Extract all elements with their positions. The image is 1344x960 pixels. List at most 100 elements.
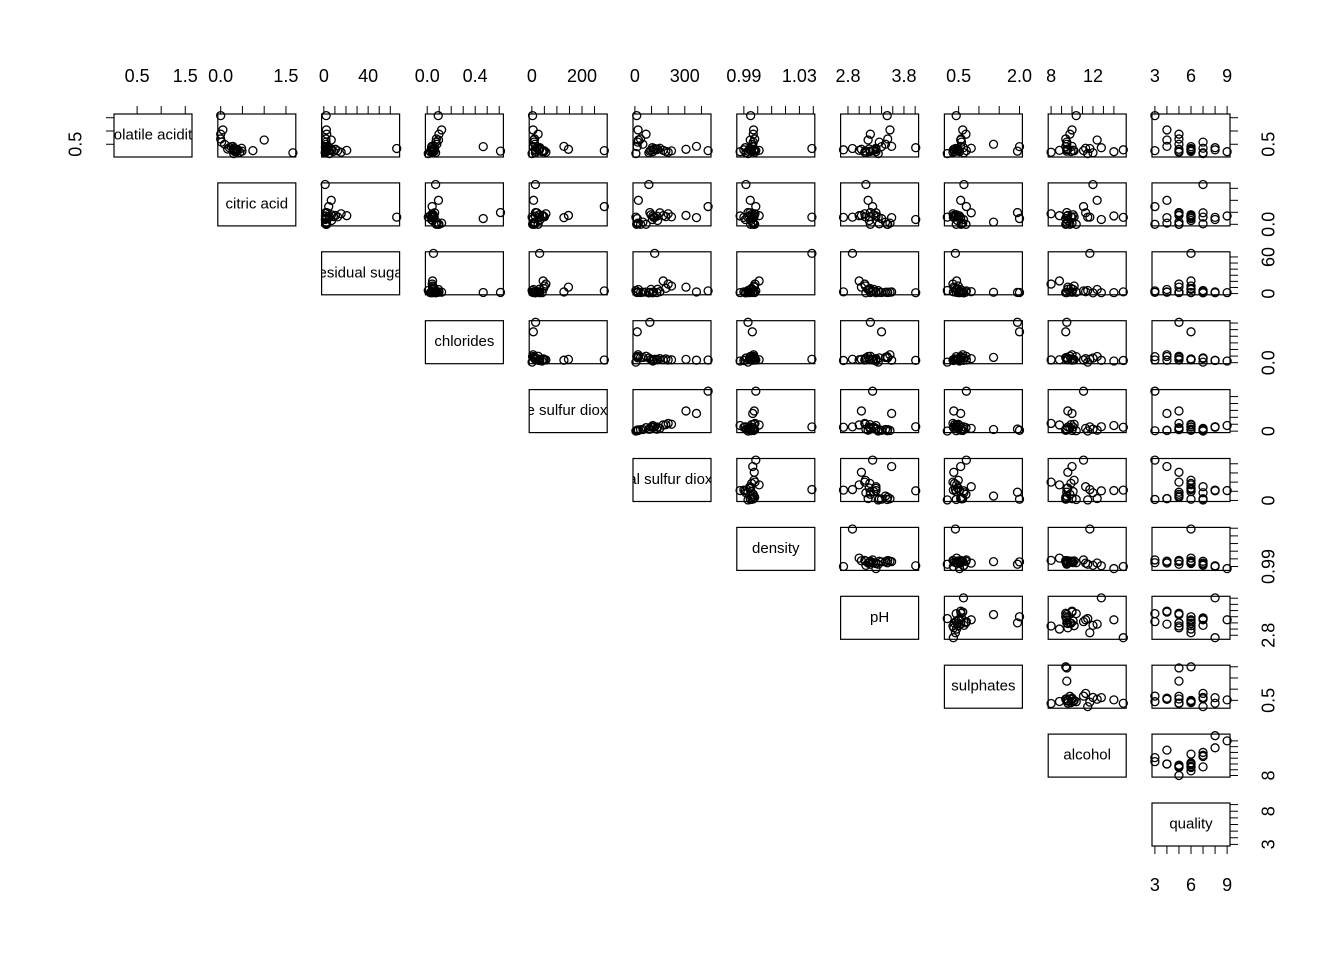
point xyxy=(1186,327,1196,337)
point xyxy=(655,353,665,364)
point xyxy=(663,418,673,429)
point xyxy=(321,218,332,228)
point xyxy=(1186,212,1196,222)
point xyxy=(743,495,753,505)
point xyxy=(958,287,968,297)
point xyxy=(911,143,921,153)
diagonal-label: volatile acidity xyxy=(106,126,200,143)
point xyxy=(807,143,817,154)
point xyxy=(1174,424,1184,435)
point xyxy=(958,350,968,360)
point xyxy=(1066,478,1076,489)
point xyxy=(871,482,881,492)
point xyxy=(1150,697,1160,707)
point xyxy=(748,425,759,436)
point xyxy=(746,110,756,121)
point xyxy=(838,422,849,432)
point xyxy=(865,219,876,229)
panel-frame xyxy=(943,320,1024,365)
point xyxy=(1210,698,1220,708)
point xyxy=(1174,694,1184,704)
x-tick-label: 6 xyxy=(1186,66,1196,86)
point xyxy=(951,494,961,505)
point xyxy=(1014,287,1025,298)
panel-points xyxy=(1046,524,1128,574)
point xyxy=(681,210,691,221)
point xyxy=(541,279,551,289)
point xyxy=(739,212,749,223)
point xyxy=(883,134,893,144)
point xyxy=(863,135,873,145)
point xyxy=(1162,218,1172,228)
panel-points xyxy=(942,248,1025,298)
point xyxy=(655,208,665,218)
point xyxy=(1080,615,1091,625)
point xyxy=(392,212,402,222)
x-tick-label: 6 xyxy=(1186,875,1196,895)
point xyxy=(1174,134,1184,144)
point xyxy=(954,615,965,625)
point xyxy=(429,287,440,297)
x-tick-label: 0 xyxy=(319,66,329,86)
point xyxy=(873,559,883,569)
point xyxy=(948,212,959,223)
point xyxy=(478,213,488,224)
panel-points xyxy=(1046,593,1128,643)
point xyxy=(495,287,506,298)
point xyxy=(1186,284,1196,294)
point xyxy=(807,422,817,432)
x-tick-label: 0 xyxy=(527,66,537,86)
point xyxy=(495,207,506,218)
point xyxy=(1174,317,1184,327)
y-tick-label: 0 xyxy=(1259,289,1279,299)
point xyxy=(433,110,443,121)
panel-points xyxy=(735,179,817,229)
point xyxy=(966,482,976,492)
point xyxy=(1096,593,1106,603)
point xyxy=(1062,352,1072,363)
point xyxy=(948,633,959,643)
point xyxy=(860,279,870,289)
point xyxy=(1186,553,1196,563)
point xyxy=(953,475,963,485)
point xyxy=(942,613,952,624)
point xyxy=(429,208,440,218)
point xyxy=(1174,282,1184,292)
panel-frame xyxy=(424,320,504,365)
point xyxy=(649,422,659,432)
point xyxy=(559,212,569,223)
point xyxy=(1067,461,1077,472)
point xyxy=(537,356,547,366)
point xyxy=(1096,143,1106,153)
point xyxy=(885,425,895,436)
point xyxy=(958,218,968,228)
point xyxy=(885,218,895,228)
point xyxy=(1174,279,1184,289)
point xyxy=(1109,211,1119,221)
point xyxy=(1150,386,1160,396)
y-tick-label: 0.5 xyxy=(1259,132,1279,157)
point xyxy=(865,487,876,497)
point xyxy=(1118,355,1128,366)
point xyxy=(1067,218,1077,228)
point xyxy=(436,125,447,135)
point xyxy=(691,212,702,223)
point xyxy=(1198,701,1208,712)
point xyxy=(1150,455,1160,465)
point xyxy=(953,281,963,291)
point xyxy=(1069,475,1079,485)
point xyxy=(743,212,753,222)
point xyxy=(1162,607,1172,617)
point xyxy=(1118,698,1128,708)
point xyxy=(649,145,659,155)
point xyxy=(423,212,433,222)
point xyxy=(1198,143,1208,153)
panel-points xyxy=(1150,593,1232,643)
point xyxy=(1063,623,1073,633)
panel-points xyxy=(838,386,921,436)
point xyxy=(1174,144,1184,154)
diagonal-label: quality xyxy=(1169,815,1213,832)
point xyxy=(1186,556,1196,566)
point xyxy=(871,563,881,574)
point xyxy=(854,420,864,430)
